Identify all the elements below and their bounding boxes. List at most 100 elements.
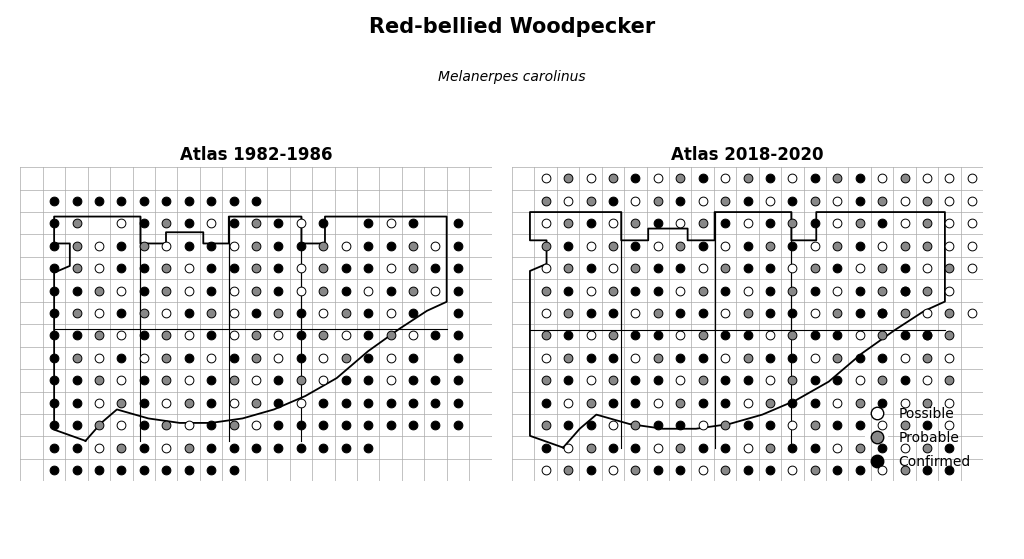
Point (873, 174, 890, 183)
Point (203, 421, 219, 430)
Point (762, 376, 778, 385)
Point (69, 466, 85, 475)
Point (538, 309, 554, 318)
Point (717, 174, 733, 183)
Point (807, 421, 823, 430)
Point (225, 353, 242, 362)
Point (46, 331, 62, 340)
Point (360, 376, 377, 385)
Point (203, 331, 219, 340)
Point (605, 353, 622, 362)
Point (315, 421, 332, 430)
Point (694, 376, 711, 385)
Point (404, 309, 421, 318)
Point (293, 376, 309, 385)
Point (270, 421, 287, 430)
Point (583, 241, 599, 250)
Point (46, 264, 62, 273)
Point (560, 331, 577, 340)
Point (180, 398, 197, 407)
Point (450, 309, 466, 318)
Point (919, 264, 935, 273)
Point (873, 219, 890, 228)
Point (293, 421, 309, 430)
Point (225, 331, 242, 340)
Point (873, 264, 890, 273)
Point (158, 196, 174, 205)
Point (360, 443, 377, 452)
Point (627, 398, 643, 407)
Point (270, 241, 287, 250)
Point (649, 466, 666, 475)
Point (315, 443, 332, 452)
Point (649, 241, 666, 250)
Point (270, 264, 287, 273)
Point (225, 421, 242, 430)
Point (649, 174, 666, 183)
Point (560, 376, 577, 385)
Point (762, 196, 778, 205)
Point (829, 219, 846, 228)
Point (941, 309, 957, 318)
Point (852, 443, 868, 452)
Point (69, 443, 85, 452)
Point (694, 196, 711, 205)
Point (717, 241, 733, 250)
Point (919, 421, 935, 430)
Point (248, 241, 264, 250)
Point (46, 421, 62, 430)
Point (135, 286, 152, 295)
Point (91, 443, 108, 452)
Point (158, 286, 174, 295)
Point (605, 286, 622, 295)
Point (649, 443, 666, 452)
Point (941, 286, 957, 295)
Point (807, 174, 823, 183)
Point (69, 219, 85, 228)
Point (338, 376, 354, 385)
Point (919, 331, 935, 340)
Point (583, 309, 599, 318)
Point (941, 443, 957, 452)
Point (649, 219, 666, 228)
Point (649, 353, 666, 362)
Point (248, 196, 264, 205)
Point (852, 398, 868, 407)
Point (784, 309, 801, 318)
Point (829, 376, 846, 385)
Point (225, 443, 242, 452)
Point (91, 421, 108, 430)
Point (762, 466, 778, 475)
Point (672, 309, 688, 318)
Point (315, 219, 332, 228)
Point (91, 376, 108, 385)
Point (135, 443, 152, 452)
Title: Atlas 2018-2020: Atlas 2018-2020 (672, 146, 823, 164)
Point (450, 353, 466, 362)
Point (315, 353, 332, 362)
Point (762, 398, 778, 407)
Point (560, 466, 577, 475)
Point (829, 466, 846, 475)
Point (873, 286, 890, 295)
Point (225, 398, 242, 407)
Point (180, 353, 197, 362)
Point (583, 353, 599, 362)
Point (382, 264, 398, 273)
Point (248, 309, 264, 318)
Point (873, 353, 890, 362)
Point (807, 286, 823, 295)
Point (964, 219, 980, 228)
Point (762, 264, 778, 273)
Point (560, 264, 577, 273)
Point (717, 353, 733, 362)
Point (896, 353, 912, 362)
Point (338, 331, 354, 340)
Point (91, 331, 108, 340)
Point (896, 309, 912, 318)
Point (69, 241, 85, 250)
Point (114, 466, 130, 475)
Point (852, 376, 868, 385)
Point (852, 264, 868, 273)
Point (762, 174, 778, 183)
